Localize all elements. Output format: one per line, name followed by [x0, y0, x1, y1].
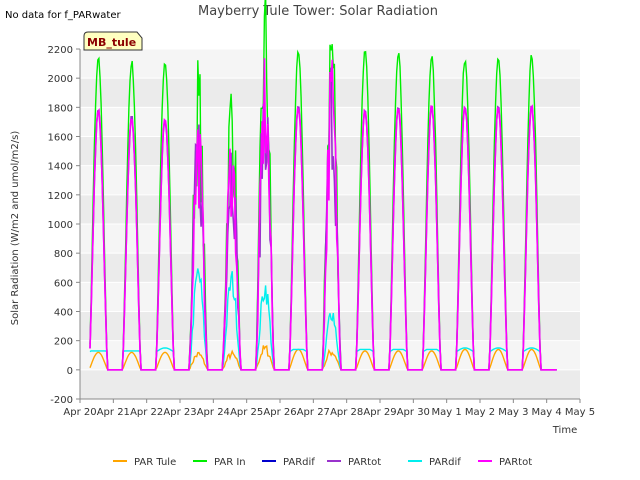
legend-label: PARtot	[348, 457, 381, 468]
x-tick-label: Apr 30	[397, 407, 430, 418]
legend-label: PAR In	[214, 457, 246, 468]
legend-label: PAR Tule	[134, 457, 176, 468]
legend-label: PARdif	[429, 457, 461, 468]
x-tick-label: Apr 24	[197, 407, 230, 418]
legend-label: PARdif	[283, 457, 315, 468]
site-badge-box	[83, 31, 143, 51]
y-tick-label: 2000	[48, 74, 73, 85]
x-tick-label: May 3	[498, 407, 528, 418]
grid-band	[80, 340, 580, 370]
x-tick-label: May 1	[432, 407, 462, 418]
x-tick-label: Apr 26	[263, 407, 296, 418]
legend-label: PARtot	[499, 457, 532, 468]
x-tick-label: Apr 25	[230, 407, 263, 418]
y-tick-label: 400	[54, 308, 73, 319]
x-tick-label: Apr 27	[297, 407, 330, 418]
x-tick-label: Apr 20	[63, 407, 96, 418]
y-tick-label: -200	[50, 395, 73, 406]
x-tick-label: Apr 28	[330, 407, 363, 418]
x-tick-label: Apr 22	[130, 407, 163, 418]
y-tick-label: 1200	[48, 191, 73, 202]
y-tick-label: 200	[54, 337, 73, 348]
x-tick-label: May 4	[532, 407, 562, 418]
x-tick-label: May 2	[465, 407, 495, 418]
grid-band	[80, 224, 580, 254]
x-tick-label: Apr 29	[363, 407, 396, 418]
chart-title: Mayberry Tule Tower: Solar Radiation	[198, 4, 438, 19]
axes-layer: -200 0 200 400 600 800 1000 1200 1400 1600 1800 200…	[48, 45, 596, 418]
x-tick-label: Apr 21	[97, 407, 130, 418]
series-layer	[89, 0, 557, 371]
x-tick-label: May 5	[565, 407, 595, 418]
grid-band	[80, 165, 580, 195]
site-badge-label: MB_tule	[87, 36, 136, 49]
x-axis-title: Time	[552, 425, 577, 436]
y-tick-label: 600	[54, 278, 73, 289]
x-tick-label: Apr 23	[163, 407, 196, 418]
grid-band	[80, 282, 580, 312]
legend: PAR Tule PAR In PARdif PARtot PARdif PARtot	[113, 457, 532, 468]
y-axis-title: Solar Radiation (W/m2 and umol/m2/s)	[10, 131, 21, 326]
site-badge: MB_tule	[83, 31, 143, 51]
no-data-note: No data for f_PARwater	[5, 10, 121, 21]
y-tick-label: 1600	[48, 133, 73, 144]
y-tick-label: 0	[67, 366, 73, 377]
y-tick-label: 2200	[48, 45, 73, 56]
y-tick-label: 800	[54, 249, 73, 260]
y-tick-label: 1000	[48, 220, 73, 231]
y-tick-label: 1400	[48, 162, 73, 173]
y-tick-label: 1800	[48, 103, 73, 114]
series-line-partot-5	[89, 58, 557, 371]
